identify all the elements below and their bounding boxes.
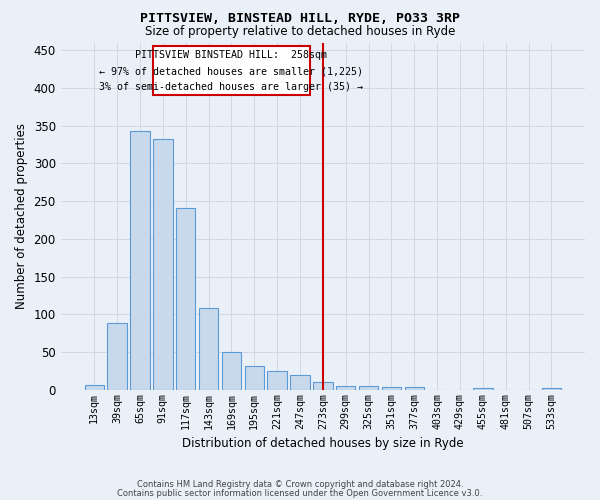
Bar — [85, 386, 104, 390]
Bar — [107, 324, 127, 390]
Bar — [176, 208, 196, 390]
Bar — [542, 388, 561, 390]
Bar — [268, 371, 287, 390]
FancyBboxPatch shape — [152, 46, 310, 96]
Y-axis label: Number of detached properties: Number of detached properties — [15, 123, 28, 309]
Text: 3% of semi-detached houses are larger (35) →: 3% of semi-detached houses are larger (3… — [100, 82, 364, 92]
X-axis label: Distribution of detached houses by size in Ryde: Distribution of detached houses by size … — [182, 437, 464, 450]
Bar — [359, 386, 378, 390]
Bar — [130, 131, 149, 390]
Bar — [336, 386, 355, 390]
Bar — [473, 388, 493, 390]
Bar — [199, 308, 218, 390]
Text: ← 97% of detached houses are smaller (1,225): ← 97% of detached houses are smaller (1,… — [100, 67, 364, 77]
Text: Contains HM Land Registry data © Crown copyright and database right 2024.: Contains HM Land Registry data © Crown c… — [137, 480, 463, 489]
Text: Size of property relative to detached houses in Ryde: Size of property relative to detached ho… — [145, 25, 455, 38]
Text: PITTSVIEW, BINSTEAD HILL, RYDE, PO33 3RP: PITTSVIEW, BINSTEAD HILL, RYDE, PO33 3RP — [140, 12, 460, 26]
Bar — [404, 387, 424, 390]
Bar — [245, 366, 264, 390]
Bar — [313, 382, 332, 390]
Bar — [153, 139, 173, 390]
Bar — [221, 352, 241, 390]
Bar — [290, 375, 310, 390]
Bar — [382, 387, 401, 390]
Text: PITTSVIEW BINSTEAD HILL:  258sqm: PITTSVIEW BINSTEAD HILL: 258sqm — [136, 50, 328, 60]
Text: Contains public sector information licensed under the Open Government Licence v3: Contains public sector information licen… — [118, 489, 482, 498]
